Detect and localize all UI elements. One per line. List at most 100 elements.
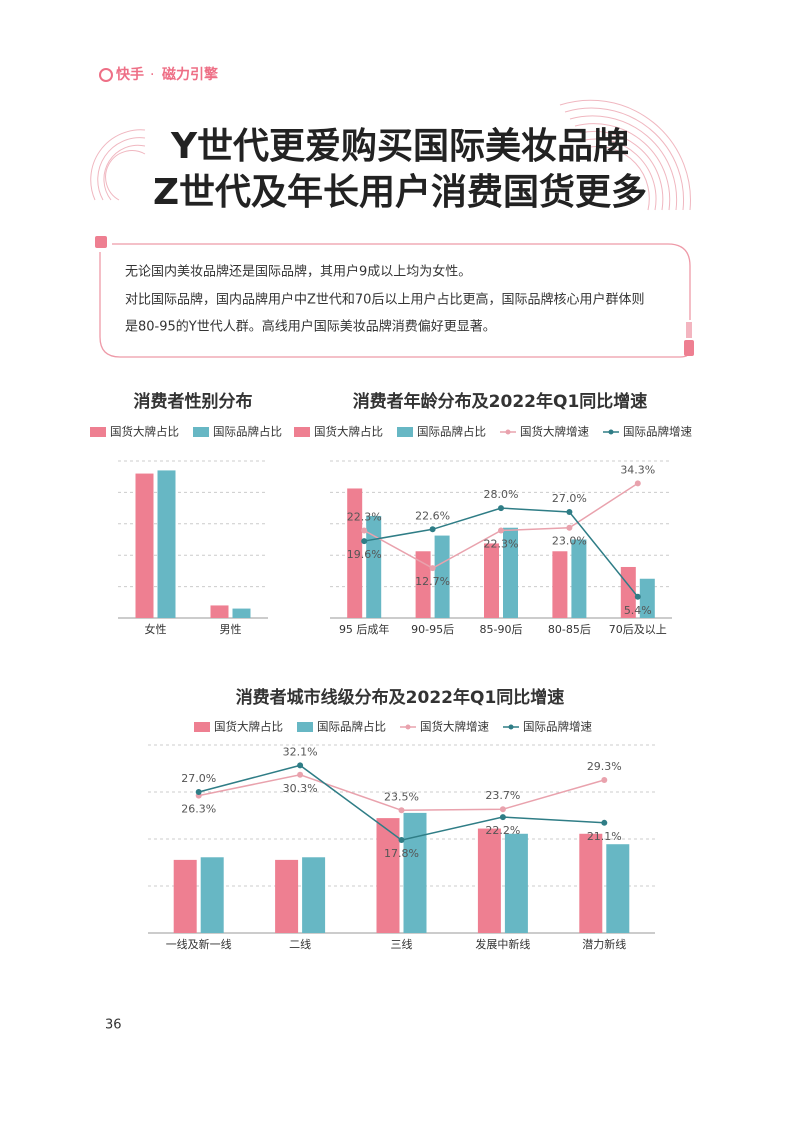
legend-label: 国货大牌增速 (520, 425, 589, 439)
data-label: 12.7% (415, 575, 450, 588)
bar (503, 527, 518, 618)
bar (210, 605, 229, 618)
bar (135, 473, 154, 618)
legend-dot (505, 429, 511, 435)
data-label: 23.5% (384, 790, 419, 803)
x-tick-label: 一线及新一线 (166, 937, 232, 951)
bar (477, 828, 501, 933)
bar (639, 578, 655, 618)
title-line: Y世代更爱购买国际美妆品牌 (170, 126, 629, 167)
data-label: 23.7% (485, 789, 520, 802)
line-point (499, 814, 506, 821)
x-tick-label: 90-95后 (411, 623, 454, 636)
intro-line: 是80-95的Y世代人群。高线用户国际美妆品牌消费偏好更显著。 (125, 319, 496, 335)
line-point (601, 776, 608, 783)
bar (302, 857, 326, 933)
line-point (566, 524, 573, 531)
data-label: 22.6% (415, 509, 450, 522)
brand-icon (99, 68, 113, 82)
x-tick-label: 发展中新线 (475, 937, 530, 951)
legend-label: 国货大牌增速 (420, 720, 489, 734)
data-label: 5.4% (624, 604, 652, 617)
bar (347, 488, 363, 618)
bar (552, 551, 568, 618)
data-label: 19.6% (347, 548, 382, 561)
line-point (499, 806, 506, 813)
legend-label: 国货大牌占比 (110, 425, 179, 439)
bar (403, 812, 427, 933)
bag-icon (95, 236, 107, 248)
bar (173, 859, 197, 933)
chart-title: 消费者城市线级分布及2022年Q1同比增速 (236, 687, 565, 708)
x-tick-label: 二线 (289, 937, 311, 951)
bar (376, 818, 400, 933)
bar (366, 515, 382, 618)
legend-swatch (397, 427, 413, 437)
legend-swatch (297, 722, 313, 732)
legend-dot (405, 724, 411, 730)
line-point (429, 565, 436, 572)
data-label: 30.3% (283, 782, 318, 795)
line-point (601, 819, 608, 826)
legend-swatch (193, 427, 209, 437)
line-point (498, 527, 504, 534)
bar (484, 543, 499, 618)
line-point (361, 538, 368, 545)
bar (571, 539, 587, 618)
lipstick-icon (684, 340, 694, 356)
data-label: 22.2% (485, 824, 520, 837)
legend-dot (608, 429, 614, 435)
data-label: 27.0% (552, 492, 587, 505)
legend-swatch (194, 722, 210, 732)
bar (504, 833, 528, 933)
x-tick-label: 女性 (145, 622, 167, 636)
x-tick-label: 95 后成年 (339, 622, 390, 636)
legend-label: 国际品牌增速 (523, 720, 592, 734)
legend-label: 国际品牌占比 (213, 425, 282, 439)
bar (275, 859, 299, 933)
bar (157, 470, 176, 618)
bar (232, 608, 251, 618)
data-label: 17.8% (384, 847, 419, 860)
data-label: 22.3% (347, 510, 382, 523)
data-label: 27.0% (181, 772, 216, 785)
x-tick-label: 男性 (220, 622, 242, 636)
intro-line: 无论国内美妆品牌还是国际品牌，其用户9成以上均为女性。 (125, 264, 471, 280)
legend-label: 国际品牌占比 (417, 425, 486, 439)
lipstick-icon (686, 322, 692, 338)
platform: 磁力引擎 (162, 66, 218, 83)
legend-label: 国货大牌占比 (314, 425, 383, 439)
decor-arcs (90, 99, 691, 211)
line-point (566, 509, 573, 516)
legend-label: 国际品牌占比 (317, 720, 386, 734)
bar (434, 535, 450, 618)
bar (579, 833, 603, 933)
x-tick-label: 85-90后 (480, 623, 523, 636)
line-point (398, 837, 405, 844)
separator: · (150, 67, 154, 83)
data-label: 28.0% (484, 488, 519, 501)
bar (200, 857, 224, 933)
data-label: 22.3% (484, 537, 519, 550)
legend-dot (508, 724, 514, 730)
title-line: Z世代及年长用户消费国货更多 (153, 172, 647, 213)
line-point (195, 789, 202, 795)
line-point (361, 527, 368, 534)
line-point (297, 762, 304, 769)
line-point (498, 505, 504, 512)
data-label: 34.3% (620, 463, 655, 476)
bar (415, 551, 431, 618)
line-point (634, 480, 641, 487)
data-label: 29.3% (587, 760, 622, 773)
bar (606, 844, 630, 933)
data-label: 23.0% (552, 535, 587, 548)
x-tick-label: 80-85后 (548, 623, 591, 636)
data-label: 21.1% (587, 830, 622, 843)
legend-swatch (90, 427, 106, 437)
legend-label: 国际品牌增速 (623, 425, 692, 439)
legend-swatch (294, 427, 310, 437)
page-number: 36 (105, 1018, 122, 1033)
line-point (634, 593, 641, 600)
brand: 快手 (116, 66, 144, 83)
